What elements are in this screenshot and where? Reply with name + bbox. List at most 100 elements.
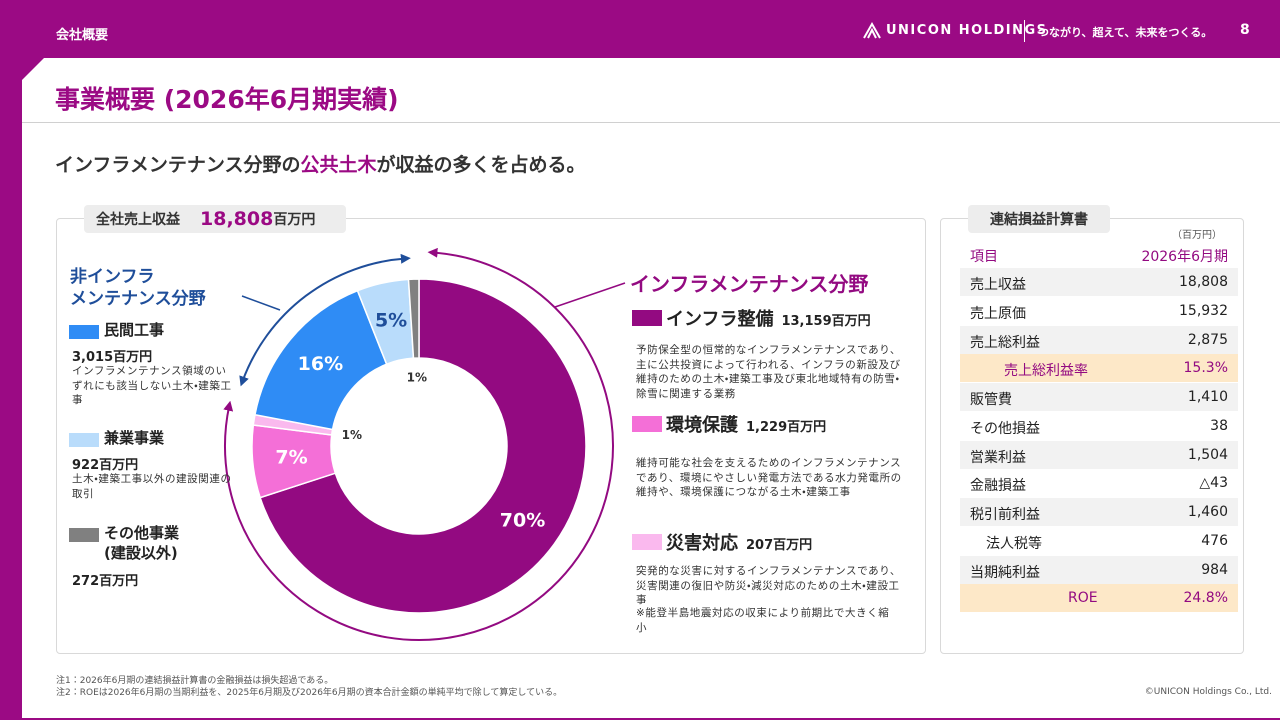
- footnotes: 注1：2026年6月期の連結損益計算書の金融損益は損失超過である。注2：ROEは…: [56, 675, 562, 699]
- table-cell: ROE: [1068, 590, 1098, 607]
- legend-description: インフラメンテナンス領域のいずれにも該当しない土木・建築工事: [72, 365, 232, 407]
- total-unit: 百万円: [273, 212, 316, 228]
- legend-description: 突発的な災害に対するインフラメンテナンスであり、災害関連の復旧や防災・減災対応の…: [636, 565, 902, 607]
- slice-label: 1%: [342, 428, 362, 442]
- legend-amount: 13,159百万円: [781, 314, 871, 329]
- legend-swatch: [69, 433, 99, 447]
- group-label-line: 非インフラ: [70, 267, 155, 287]
- footnote: 注2：ROEは2026年6月期の当期利益を、2025年6月期及び2026年6月期…: [56, 688, 563, 699]
- table-row: 営業利益 1,504: [960, 440, 1238, 470]
- table-cell: 営業利益: [970, 449, 1026, 466]
- table-cell: △43: [1199, 475, 1228, 492]
- headline-text: インフラメンテナンス分野の: [55, 154, 301, 176]
- table-header: 項目 2026年6月期: [960, 240, 1238, 269]
- slice-label: 5%: [375, 310, 407, 332]
- legend-note: ※能登半島地震対応の収束により前期比で大きく縮小: [636, 607, 890, 634]
- legend-amount: 207百万円: [746, 538, 813, 553]
- table-cell: 1,460: [1187, 504, 1228, 520]
- slice-label: 7%: [275, 447, 307, 469]
- tagline: つながり、超えて、未来をつくる。: [1038, 26, 1213, 39]
- table-row: 税引前利益 1,460: [960, 498, 1238, 527]
- table-row: 売上収益 18,808: [960, 268, 1238, 297]
- legend-heading: 環境保護 1,229百万円: [666, 411, 826, 437]
- headline-highlight: 公共土木: [300, 154, 377, 176]
- total-value: 18,808: [200, 208, 274, 230]
- table-row: 売上総利益 2,875: [960, 325, 1238, 355]
- table-cell: 売上総利益: [970, 334, 1040, 351]
- slice-label: 1%: [407, 371, 427, 385]
- slice-label: 70%: [500, 510, 545, 532]
- table-cell: 18,808: [1179, 274, 1228, 290]
- table-unit: （百万円）: [1172, 230, 1222, 241]
- table-cell: 販管費: [970, 392, 1012, 408]
- legend-name: その他事業 (建設以外): [104, 524, 180, 562]
- logo-mark: [863, 22, 881, 39]
- logo: UNICON HOLDINGS: [886, 23, 1048, 38]
- legend-name: 民間工事: [104, 321, 165, 339]
- table-cell: 24.8%: [1183, 590, 1228, 607]
- page-number: 8: [1240, 22, 1250, 38]
- legend-swatch: [69, 325, 99, 339]
- table-cell: 15,932: [1179, 302, 1228, 319]
- table-cell: 金融損益: [970, 478, 1026, 495]
- slide-title: 事業概要 (2026年6月期実績): [55, 85, 399, 114]
- table-row: 金融損益 △43: [960, 469, 1238, 499]
- table-cell: 15.3%: [1183, 360, 1228, 377]
- table-row: 法人税等 476: [960, 526, 1238, 556]
- table-row: 当期純利益 984: [960, 555, 1238, 585]
- title-rule: [22, 122, 1280, 123]
- legend-swatch: [632, 310, 662, 326]
- table-cell: 476: [1201, 532, 1228, 549]
- legend-swatch: [69, 528, 99, 542]
- legend-heading: 災害対応 207百万円: [666, 529, 812, 555]
- legend-name: インフラ整備: [666, 309, 774, 330]
- table-cell: 1,410: [1187, 389, 1228, 405]
- legend-name: 環境保護: [666, 415, 738, 436]
- table-cell: 売上収益: [970, 277, 1026, 293]
- legend-amount: 1,229百万円: [746, 420, 827, 435]
- table-cell: 2,875: [1187, 331, 1228, 348]
- table-cell: 当期純利益: [970, 564, 1040, 581]
- table-cell: 38: [1210, 417, 1228, 434]
- table-row: 売上原価 15,932: [960, 296, 1238, 326]
- copyright: ©UNICON Holdings Co., Ltd.: [1144, 687, 1272, 697]
- legend-heading: インフラ整備 13,159百万円: [666, 305, 871, 331]
- slice-label: 16%: [298, 353, 343, 375]
- connector: [554, 282, 626, 308]
- group-label-line: メンテナンス分野: [70, 289, 206, 310]
- donut-slice: [259, 278, 587, 614]
- table-cell: 売上総利益率: [1004, 363, 1088, 380]
- table-cell: その他損益: [970, 420, 1040, 437]
- table-cell: 売上原価: [970, 305, 1026, 322]
- headline: インフラメンテナンス分野の公共土木が収益の多くを占める。: [55, 150, 586, 177]
- table-row: その他損益 38: [960, 411, 1238, 441]
- legend-amount: 272百万円: [72, 574, 139, 589]
- legend-name: 兼業事業: [104, 429, 165, 447]
- divider: [1024, 20, 1025, 42]
- table-row: 販管費 1,410: [960, 383, 1238, 412]
- table-row: ROE 24.8%: [960, 584, 1238, 614]
- group-label: 非インフラ メンテナンス分野: [70, 266, 206, 310]
- table-cell: 税引前利益: [970, 507, 1040, 523]
- header-cell: 項目: [970, 249, 998, 265]
- legend-description: 予防保全型の恒常的なインフラメンテナンスであり、主に公共投資によって行われる、イ…: [636, 344, 902, 401]
- table-title: 連結損益計算書: [968, 205, 1110, 233]
- bracket-arc: [223, 247, 614, 641]
- total-pill: 全社売上収益 18,808 百万円: [84, 205, 346, 233]
- headline-text: が収益の多くを占める。: [376, 154, 586, 176]
- table-cell: 1,504: [1187, 446, 1228, 463]
- legend-description: 土木・建築工事以外の建設関連の取引: [72, 473, 232, 500]
- header-cell: 2026年6月期: [1141, 249, 1228, 265]
- legend-swatch: [632, 534, 662, 550]
- table-row: 売上総利益率 15.3%: [960, 354, 1238, 384]
- legend-amount: 922百万円: [72, 458, 139, 473]
- footnote: 注1：2026年6月期の連結損益計算書の金融損益は損失超過である。: [56, 676, 334, 686]
- legend-name: 災害対応: [666, 533, 738, 554]
- legend-swatch: [632, 416, 662, 432]
- group-label: インフラメンテナンス分野: [630, 272, 869, 296]
- total-label: 全社売上収益: [96, 212, 180, 228]
- legend-amount: 3,015百万円: [72, 350, 153, 365]
- legend-description: 維持可能な社会を支えるためのインフラメンテナンスであり、環境にやさしい発電方法で…: [636, 457, 902, 499]
